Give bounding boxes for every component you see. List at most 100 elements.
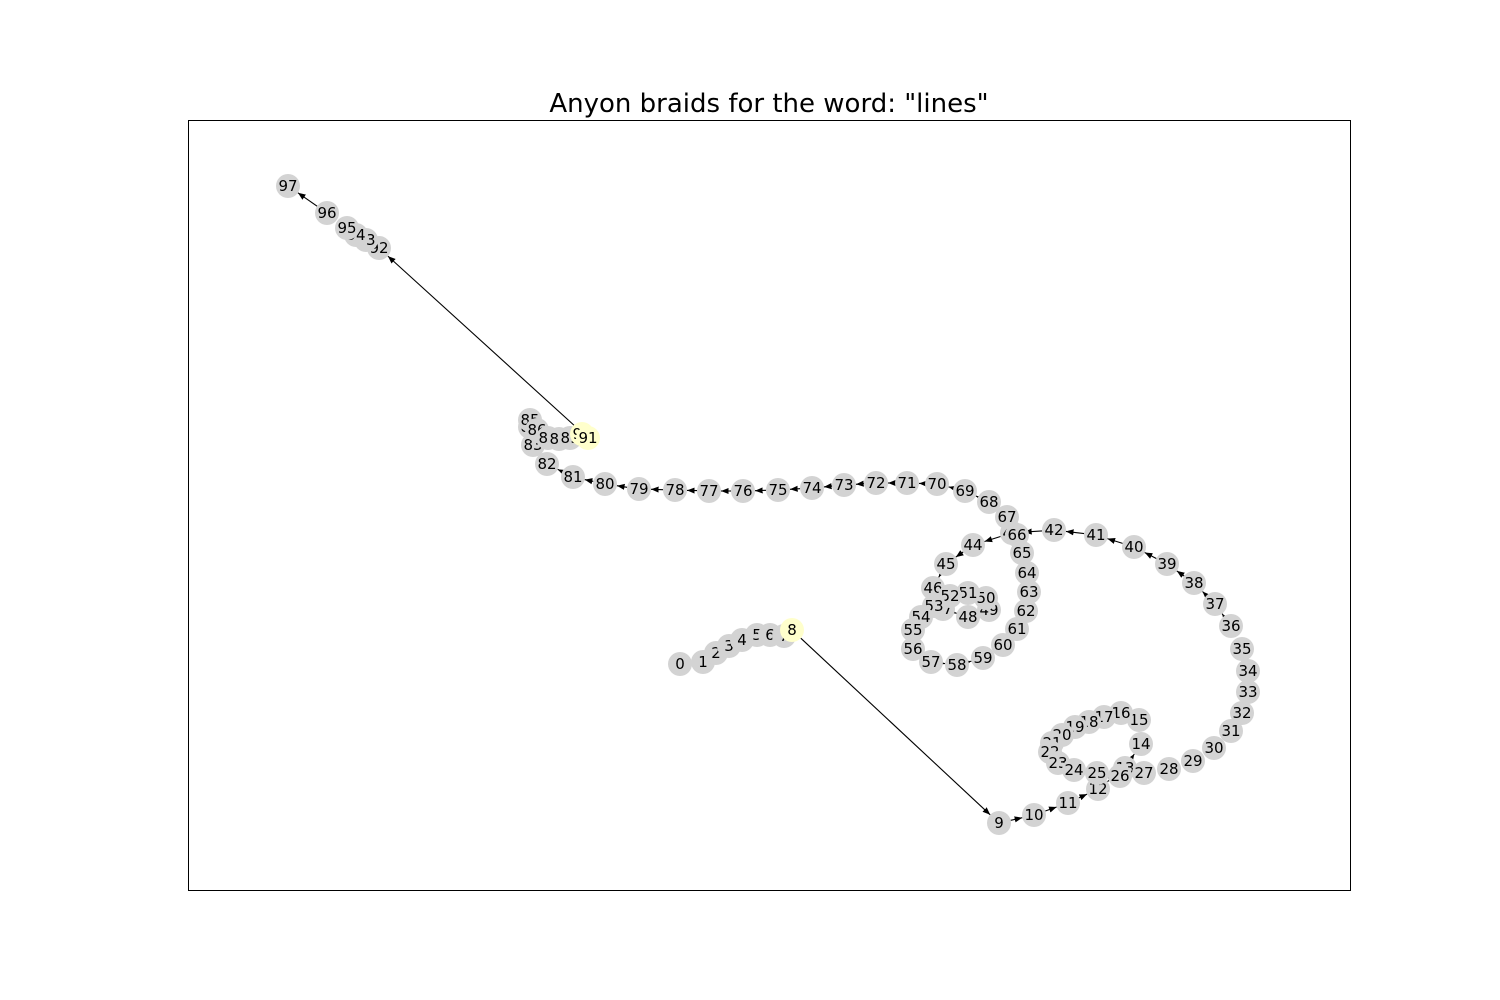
node-36: 36: [1219, 614, 1243, 638]
node-68: 68: [977, 490, 1001, 514]
edge-47-48: [948, 608, 957, 615]
node-marker: [956, 605, 980, 629]
node-label: 91: [578, 429, 597, 447]
node-marker: [1108, 764, 1132, 788]
node-96: 96: [315, 201, 339, 225]
node-marker: [991, 633, 1015, 657]
node-63: 63: [1017, 580, 1041, 604]
node-35: 35: [1230, 637, 1254, 661]
edge-8-9: [800, 637, 991, 816]
node-39: 39: [1155, 552, 1179, 576]
node-label: 77: [699, 482, 718, 500]
node-marker: [1005, 523, 1029, 547]
node-27: 27: [1132, 761, 1156, 785]
node-marker: [561, 465, 585, 489]
node-marker: [1132, 761, 1156, 785]
node-72: 72: [864, 471, 888, 495]
edge-9-10: [1010, 816, 1023, 823]
node-label: 44: [963, 536, 982, 554]
chart-title: Anyon braids for the word: "lines": [549, 89, 988, 119]
node-label: 72: [866, 474, 885, 492]
node-label: 28: [1159, 760, 1178, 778]
node-59: 59: [971, 646, 995, 670]
node-label: 78: [665, 481, 684, 499]
edge-80-81: [584, 478, 594, 485]
node-marker: [1203, 592, 1227, 616]
edge-45-46: [938, 569, 946, 578]
node-label: 59: [973, 649, 992, 667]
node-58: 58: [945, 653, 969, 677]
node-64: 64: [1015, 561, 1039, 585]
node-65: 65: [1010, 541, 1034, 565]
node-marker: [1230, 637, 1254, 661]
node-66: 66: [1005, 523, 1029, 547]
edge-13-14: [1127, 753, 1135, 763]
node-label: 11: [1058, 794, 1077, 812]
node-label: 37: [1205, 595, 1224, 613]
node-73: 73: [832, 473, 856, 497]
node-marker: [987, 811, 1011, 835]
node-95: 95: [335, 216, 359, 240]
node-label: 12: [1088, 780, 1107, 798]
node-marker: [1015, 561, 1039, 585]
node-label: 97: [278, 177, 297, 195]
node-56: 56: [901, 637, 925, 661]
node-label: 76: [733, 482, 752, 500]
node-label: 62: [1016, 602, 1035, 620]
node-57: 57: [919, 650, 943, 674]
node-42: 42: [1042, 518, 1066, 542]
node-15: 15: [1127, 708, 1151, 732]
node-marker: [766, 478, 790, 502]
node-marker: [901, 637, 925, 661]
node-label: 75: [768, 481, 787, 499]
edge-73-74: [823, 483, 833, 490]
node-label: 38: [1184, 574, 1203, 592]
node-label: 14: [1131, 735, 1150, 753]
node-label: 30: [1204, 739, 1223, 757]
node-marker: [1056, 791, 1080, 815]
node-marker: [1202, 736, 1226, 760]
node-label: 2: [711, 644, 721, 662]
node-label: 57: [921, 653, 940, 671]
edge-38-39: [1176, 570, 1185, 578]
node-label: 46: [923, 579, 942, 597]
node-marker: [1122, 535, 1146, 559]
node-label: 1: [698, 653, 708, 671]
node-marker: [864, 471, 888, 495]
node-67: 67: [995, 505, 1019, 529]
node-marker: [731, 479, 755, 503]
node-label: 41: [1086, 526, 1105, 544]
edge-10-11: [1045, 806, 1057, 813]
node-label: 52: [940, 587, 959, 605]
node-label: 71: [897, 474, 916, 492]
node-91: 91: [576, 426, 600, 450]
node-label: 42: [1044, 521, 1063, 539]
edge-39-40: [1144, 552, 1157, 559]
node-label: 31: [1221, 722, 1240, 740]
node-25: 25: [1085, 761, 1109, 785]
node-marker: [995, 505, 1019, 529]
node-marker: [535, 452, 559, 476]
node-marker: [977, 490, 1001, 514]
node-label: 10: [1024, 806, 1043, 824]
node-marker: [945, 653, 969, 677]
node-marker: [627, 477, 651, 501]
edge-41-42: [1065, 529, 1085, 536]
node-8: 8: [780, 618, 804, 642]
node-label: 82: [537, 455, 556, 473]
node-label: 24: [1064, 761, 1083, 779]
node-40: 40: [1122, 535, 1146, 559]
edge-91-92: [387, 255, 580, 431]
edge-81-82: [557, 468, 566, 476]
node-marker: [925, 472, 949, 496]
node-label: 66: [1007, 526, 1026, 544]
node-label: 40: [1124, 538, 1143, 556]
edge-11-12: [1078, 793, 1088, 801]
node-label: 25: [1087, 764, 1106, 782]
node-97: 97: [276, 174, 300, 198]
node-label: 36: [1221, 617, 1240, 635]
node-75: 75: [766, 478, 790, 502]
node-marker: [1127, 708, 1151, 732]
node-label: 16: [1111, 704, 1130, 722]
node-10: 10: [1022, 803, 1046, 827]
